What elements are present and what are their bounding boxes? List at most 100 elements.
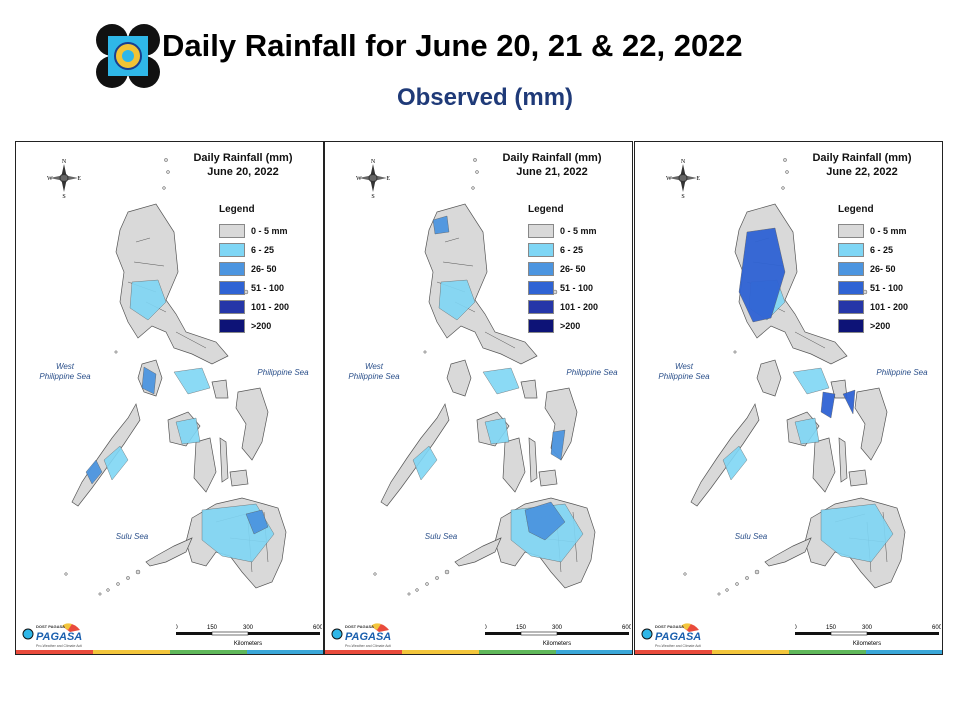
- map-panel-june-21: N S W E Daily Rainfall (mm) June 21, 2022…: [324, 141, 633, 655]
- compass-n: N: [371, 159, 376, 165]
- legend-swatch: [838, 299, 864, 314]
- footer-prefix: DOST PAGASA: [655, 624, 684, 629]
- compass-e: E: [696, 176, 700, 182]
- panel-title-line1: Daily Rainfall (mm): [502, 152, 602, 164]
- scale-tick-0: 0: [795, 625, 797, 631]
- compass-w: W: [356, 176, 362, 182]
- label-sulu-sea: Sulu Sea: [734, 532, 768, 541]
- legend-label: 0 - 5 mm: [560, 225, 597, 236]
- label-west-philippine-sea: West Philippine Sea: [30, 362, 100, 382]
- pagasa-footer-logo: DOST PAGASA PAGASA Pro-Weather and Clima…: [331, 620, 397, 650]
- compass-n: N: [62, 159, 67, 165]
- negros-island: [502, 437, 526, 493]
- legend-label: 0 - 5 mm: [870, 225, 907, 236]
- legend-label: >200: [560, 320, 581, 331]
- legend-item: 101 - 200: [528, 297, 628, 316]
- rainfall-legend: Legend 0 - 5 mm 6 - 25 26- 50 51 - 100 1…: [219, 204, 319, 335]
- west-line1: West: [364, 362, 384, 371]
- legend-item: 101 - 200: [219, 297, 319, 316]
- label-philippine-sea: Philippine Sea: [876, 368, 928, 377]
- scale-tick-600: 600: [313, 625, 322, 631]
- west-line2: Philippine Sea: [348, 372, 400, 381]
- legend-swatch: [838, 318, 864, 333]
- footer-stripe: [479, 650, 556, 654]
- legend-item: 51 - 100: [838, 278, 938, 297]
- legend-swatch: [838, 242, 864, 257]
- palawan-island: [71, 403, 141, 507]
- legend-swatch: [219, 223, 245, 238]
- pagasa-logo: [96, 24, 160, 88]
- legend-item: 6 - 25: [219, 240, 319, 259]
- footer-stripe: [866, 650, 942, 654]
- panel-title: Daily Rainfall (mm) June 22, 2022: [803, 151, 921, 179]
- scale-tick-600: 600: [932, 625, 941, 631]
- scale-tick-0: 0: [485, 625, 487, 631]
- philippines-map: [64, 158, 287, 596]
- label-west-philippine-sea: West Philippine Sea: [649, 362, 719, 382]
- page-title: Daily Rainfall for June 20, 21 & 22, 202…: [162, 28, 743, 63]
- samar-leyte: [854, 387, 888, 461]
- legend-swatch: [528, 299, 554, 314]
- legend-item: 0 - 5 mm: [838, 221, 938, 240]
- compass-e: E: [77, 176, 81, 182]
- legend-label: 101 - 200: [560, 301, 599, 312]
- legend-item: >200: [219, 316, 319, 335]
- palawan-island: [690, 403, 760, 507]
- legend-label: >200: [251, 320, 272, 331]
- masbate-island: [520, 379, 538, 399]
- samar-leyte: [235, 387, 269, 461]
- scale-bar: 0 150 300 600 Kilometers: [174, 620, 323, 648]
- bohol-island: [538, 469, 558, 487]
- label-philippine-sea: Philippine Sea: [566, 368, 618, 377]
- legend-label: 101 - 200: [251, 301, 290, 312]
- legend-swatch: [219, 318, 245, 333]
- legend-swatch: [838, 261, 864, 276]
- footer-prefix: DOST PAGASA: [36, 624, 65, 629]
- legend-label: 51 - 100: [251, 282, 285, 293]
- footer-stripe: [556, 650, 632, 654]
- bohol-island: [229, 469, 249, 487]
- legend-item: >200: [838, 316, 938, 335]
- compass-s: S: [681, 194, 684, 198]
- pagasa-footer-logo: DOST PAGASA PAGASA Pro-Weather and Clima…: [641, 620, 707, 650]
- footer-stripe: [325, 650, 402, 654]
- page-subtitle: Observed (mm): [396, 84, 574, 111]
- cebu-island: [219, 437, 229, 483]
- compass-rose-icon: N S W E: [665, 158, 701, 200]
- panel-title: Daily Rainfall (mm) June 20, 2022: [184, 151, 302, 179]
- footer-stripe: [789, 650, 866, 654]
- legend-label: 51 - 100: [560, 282, 594, 293]
- panel-title-line1: Daily Rainfall (mm): [812, 152, 912, 164]
- rainfall-legend: Legend 0 - 5 mm 6 - 25 26- 50 51 - 100 1…: [838, 204, 938, 335]
- scale-tick-600: 600: [622, 625, 631, 631]
- legend-title: Legend: [838, 204, 874, 215]
- footer-tagline: Pro-Weather and Climate Activity: [655, 644, 701, 648]
- map-panel-june-22: N S W E Daily Rainfall (mm) June 22, 2022…: [634, 141, 943, 655]
- scale-unit: Kilometers: [853, 641, 881, 647]
- compass-w: W: [47, 176, 53, 182]
- legend-item: 6 - 25: [528, 240, 628, 259]
- compass-rose-icon: N S W E: [46, 158, 82, 200]
- west-line2: Philippine Sea: [39, 372, 91, 381]
- zamboanga-peninsula: [764, 537, 812, 567]
- footer-org: PAGASA: [655, 631, 701, 643]
- label-philippine-sea: Philippine Sea: [257, 368, 309, 377]
- footer-tagline: Pro-Weather and Climate Activity: [345, 644, 391, 648]
- legend-label: 6 - 25: [870, 244, 894, 255]
- luzon-island: [424, 203, 538, 365]
- legend-item: 26- 50: [838, 259, 938, 278]
- legend-label: 6 - 25: [251, 244, 275, 255]
- panel-date: June 21, 2022: [516, 166, 588, 178]
- legend-item: >200: [528, 316, 628, 335]
- legend-swatch: [838, 280, 864, 295]
- label-sulu-sea: Sulu Sea: [115, 532, 149, 541]
- compass-n: N: [681, 159, 686, 165]
- scale-tick-300: 300: [243, 625, 254, 631]
- scale-tick-150: 150: [516, 625, 527, 631]
- footer-tagline: Pro-Weather and Climate Activity: [36, 644, 82, 648]
- negros-island: [812, 437, 836, 493]
- legend-label: 51 - 100: [870, 282, 904, 293]
- zamboanga-peninsula: [454, 537, 502, 567]
- legend-swatch: [219, 299, 245, 314]
- legend-label: 26- 50: [870, 263, 896, 274]
